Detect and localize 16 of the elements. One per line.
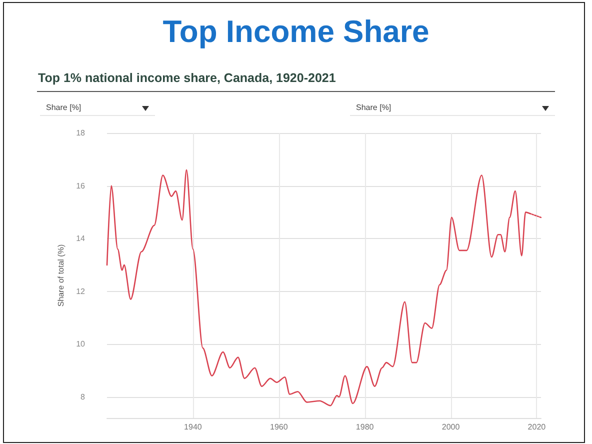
x-tick-label: 1980 [356, 422, 374, 432]
y-tick-label: 12 [76, 286, 86, 296]
x-tick-label: 2000 [442, 422, 460, 432]
chart-title: Top Income Share [162, 14, 430, 50]
y-tick-label: 16 [76, 181, 86, 190]
text: Share [%] [350, 100, 555, 116]
y-axis-title: Share of total (%) [56, 244, 66, 307]
text: Share [%] [40, 100, 155, 116]
x-tick-label: 1940 [184, 422, 202, 432]
x-tick-label: 1960 [270, 422, 288, 432]
chart-subtitle: Top 1% national income share, Canada, 1920-2021 [38, 71, 336, 85]
x-tick-label: 2020 [528, 422, 546, 432]
y-tick-label: 18 [76, 128, 86, 138]
y-tick-label: 8 [80, 392, 86, 402]
y-tick-label: 14 [76, 234, 86, 244]
y-tick-label: 10 [76, 340, 86, 349]
